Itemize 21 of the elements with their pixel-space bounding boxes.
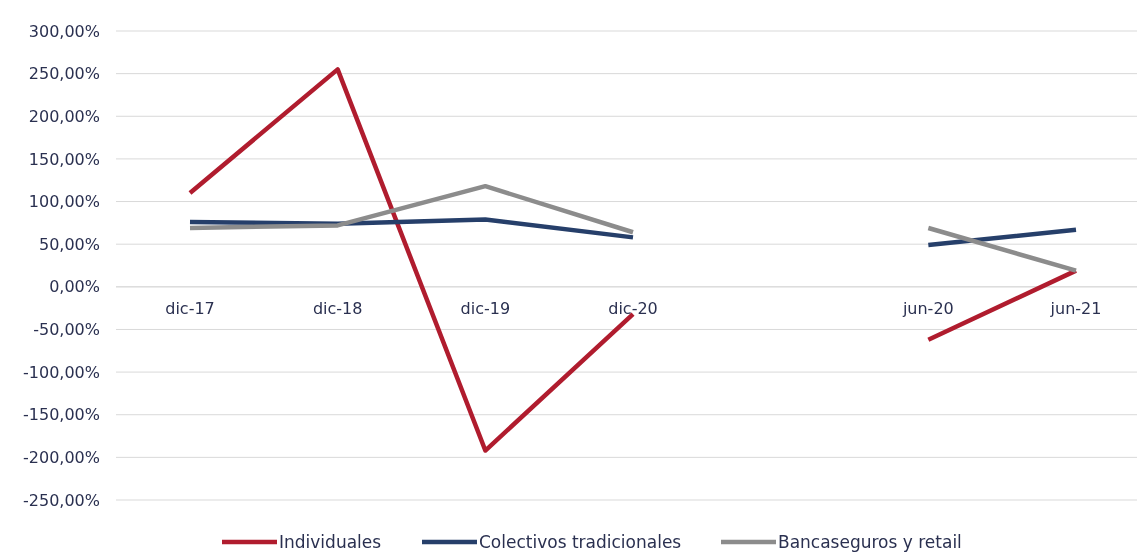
y-tick-label: 300,00%: [28, 21, 100, 41]
x-tick-label: dic-17: [165, 298, 215, 318]
legend-label: Colectivos tradicionales: [479, 531, 682, 552]
y-tick-label: -100,00%: [23, 362, 100, 382]
x-tick-label: jun-20: [901, 298, 954, 318]
legend-label: Bancaseguros y retail: [778, 531, 962, 552]
x-tick-label: jun-21: [1049, 298, 1102, 318]
x-tick-label: dic-19: [460, 298, 511, 318]
y-tick-label: 50,00%: [38, 234, 100, 254]
y-tick-label: -200,00%: [23, 447, 100, 467]
y-tick-label: -150,00%: [23, 405, 100, 425]
y-tick-label: 200,00%: [28, 106, 100, 126]
x-tick-label: dic-20: [608, 298, 658, 318]
y-tick-label: -250,00%: [23, 490, 100, 510]
y-tick-label: 150,00%: [28, 149, 100, 169]
legend-label: Individuales: [279, 531, 382, 552]
y-tick-label: 250,00%: [28, 64, 100, 84]
y-tick-label: -50,00%: [33, 320, 100, 340]
x-tick-label: dic-18: [312, 298, 363, 318]
y-tick-label: 100,00%: [28, 192, 100, 212]
y-tick-label: 0,00%: [49, 277, 100, 297]
